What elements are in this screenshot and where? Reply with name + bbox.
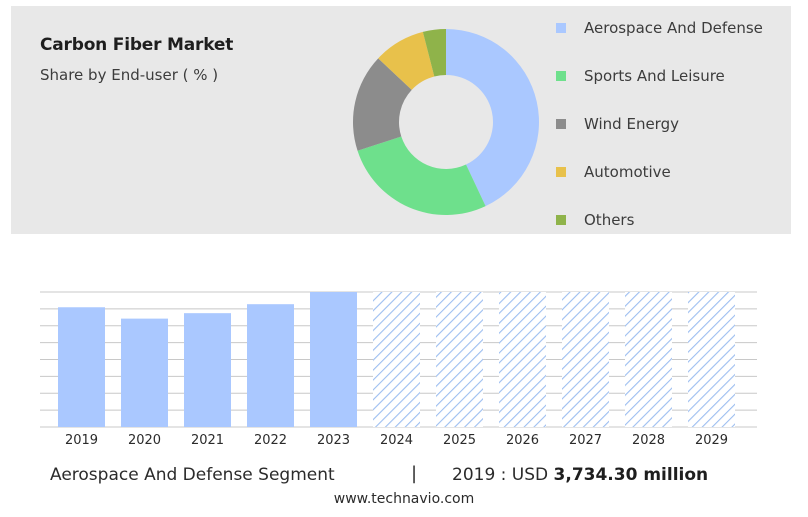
x-tick-label: 2022 [254,433,287,448]
bar-2022 [247,304,294,427]
bar-2021 [184,313,231,427]
legend-swatch-sports [556,71,566,81]
legend-item-automotive: Automotive [556,161,671,183]
x-tick-label: 2023 [317,433,350,448]
x-tick-label: 2028 [632,433,665,448]
legend-item-sports: Sports And Leisure [556,65,725,87]
legend-item-others: Others [556,209,634,231]
x-tick-label: 2021 [191,433,224,448]
legend-item-aerospace: Aerospace And Defense [556,17,763,39]
chart-title: Carbon Fiber Market [40,35,234,55]
chart-subtitle: Share by End-user ( % ) [40,66,219,84]
legend-label-aerospace: Aerospace And Defense [584,19,763,37]
x-tick-label: 2027 [569,433,602,448]
footer-segment: Aerospace And Defense Segment [50,465,335,485]
legend-swatch-others [556,215,566,225]
x-tick-label: 2029 [695,433,728,448]
footer-separator: | [411,463,418,484]
legend-label-sports: Sports And Leisure [584,67,725,85]
legend-label-others: Others [584,211,635,229]
x-tick-label: 2026 [506,433,539,448]
website-link[interactable]: www.technavio.com [333,491,475,507]
legend-swatch-wind [556,119,566,129]
donut-slice-others [422,29,446,77]
donut-chart [353,29,539,215]
footer-prefix: 2019 : USD [452,465,549,485]
bar-forecast-2028 [625,292,672,427]
legend-item-wind: Wind Energy [556,113,679,135]
bar-2020 [121,318,168,427]
donut-slice-sports-and-leisure [357,136,486,215]
bar-2023 [310,292,357,427]
legend-label-wind: Wind Energy [584,115,679,133]
bar-forecast-2024 [373,292,420,427]
legend-swatch-aerospace [556,23,566,33]
footer-value: 3,734.30 million [553,465,709,485]
bar-2019 [58,307,105,427]
donut-slice-wind-energy [353,58,412,151]
bar-forecast-2026 [499,292,546,427]
bar-forecast-2027 [562,292,609,427]
x-tick-label: 2024 [380,433,413,448]
donut-slice-automotive [378,31,435,90]
footer-value-line: 2019 : USD 3,734.30 million [452,465,708,485]
donut-slice-aerospace-and-defense [446,29,539,207]
x-tick-label: 2019 [65,433,98,448]
x-tick-label: 2025 [443,433,476,448]
x-tick-label: 2020 [128,433,161,448]
bar-forecast-2029 [688,292,735,427]
legend-swatch-automotive [556,167,566,177]
legend-label-automotive: Automotive [584,163,671,181]
bar-forecast-2025 [436,292,483,427]
